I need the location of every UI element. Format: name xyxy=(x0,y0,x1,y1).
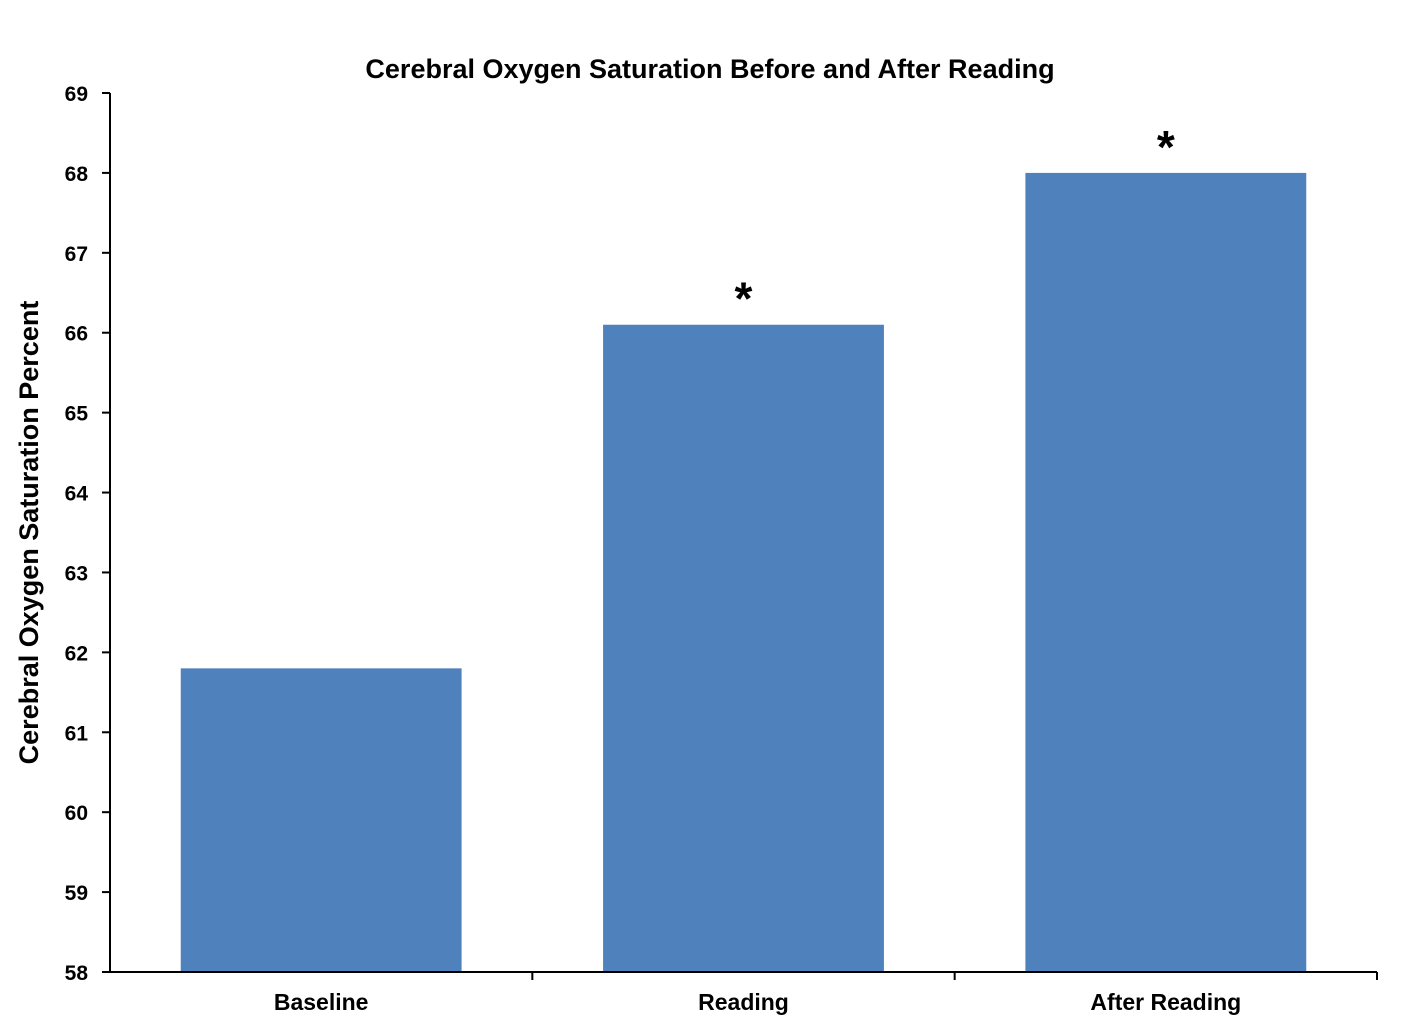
y-tick-label: 59 xyxy=(65,882,88,905)
x-tick-label: Baseline xyxy=(274,989,369,1015)
significance-marker: * xyxy=(735,273,753,325)
bar-baseline xyxy=(180,668,462,972)
y-tick-label: 58 xyxy=(65,962,89,985)
y-tick-label: 61 xyxy=(65,722,89,745)
bar-after-reading xyxy=(1025,172,1307,973)
y-axis-label: Cerebral Oxygen Saturation Percent xyxy=(14,301,44,765)
bar-reading xyxy=(603,324,884,973)
bars-layer xyxy=(180,172,1307,973)
y-tick-label: 68 xyxy=(65,163,89,186)
y-tick-label: 63 xyxy=(65,562,88,585)
y-tick-label: 62 xyxy=(65,642,88,665)
y-ticks-layer: 58 59 60 61 62 63 64 65 66 67 68 69 xyxy=(65,83,110,985)
y-tick-label: 64 xyxy=(65,483,89,506)
x-tick-label: After Reading xyxy=(1090,989,1241,1015)
y-tick-label: 66 xyxy=(65,323,88,346)
x-tick-label: Reading xyxy=(698,989,789,1015)
annotations-layer: ** xyxy=(735,121,1175,325)
y-tick-label: 67 xyxy=(65,243,88,266)
y-tick-label: 69 xyxy=(65,83,88,106)
chart-title: Cerebral Oxygen Saturation Before and Af… xyxy=(365,54,1054,84)
y-tick-label: 60 xyxy=(65,802,88,825)
x-ticks-layer: Baseline Reading After Reading xyxy=(274,972,1378,1015)
significance-marker: * xyxy=(1157,121,1175,173)
y-tick-label: 65 xyxy=(65,403,89,426)
